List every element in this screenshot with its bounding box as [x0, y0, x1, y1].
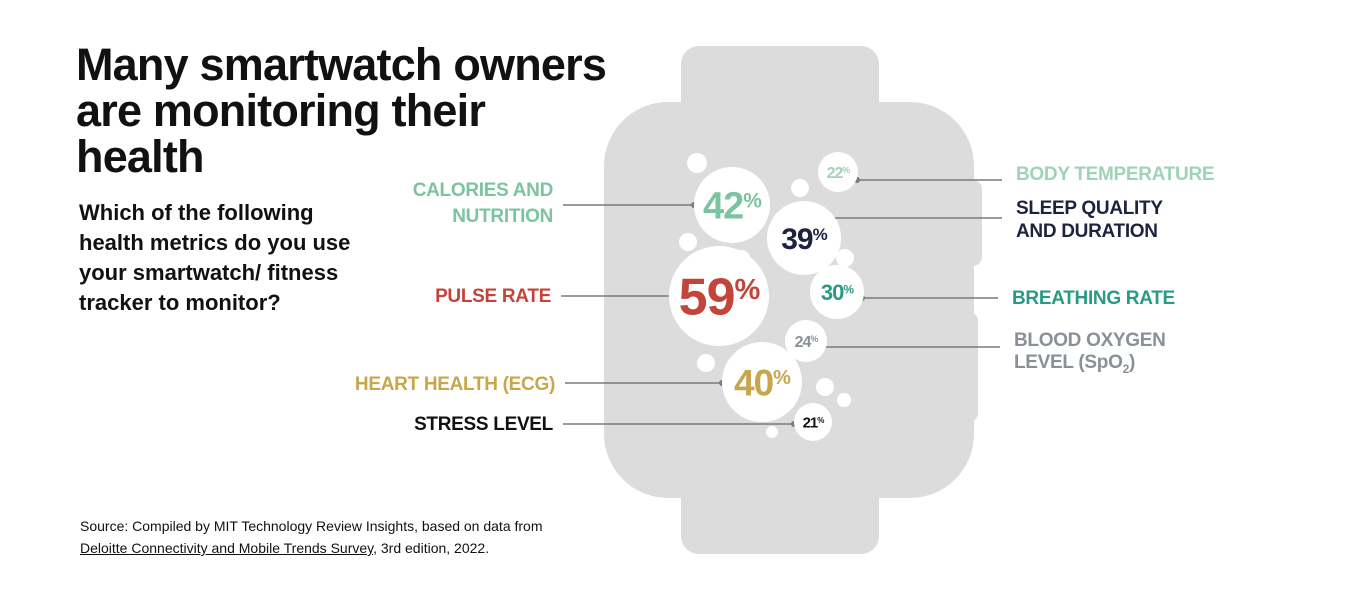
metric-label: STRESS LEVEL	[414, 414, 554, 435]
decorative-dot	[687, 153, 707, 173]
source-link[interactable]: Deloitte Connectivity and Mobile Trends …	[80, 540, 374, 556]
decorative-dot	[837, 393, 851, 407]
watch-illustration	[604, 46, 982, 554]
survey-question: Which of the following health metrics do…	[79, 200, 351, 315]
metric-label: BLOOD OXYGEN	[1014, 330, 1166, 351]
decorative-dot	[697, 354, 715, 372]
metric-labels: CALORIES AND NUTRITION PULSE RATE HEART HEA…	[355, 164, 1215, 435]
bubbles: 42% 59% 40% 21% 22% 39% 30% 24%	[669, 152, 864, 441]
bubble-value: 30%	[821, 280, 854, 305]
metric-label: LEVEL (SpO2)	[1014, 352, 1135, 376]
bubble	[694, 167, 770, 243]
leader-lines	[561, 177, 1002, 427]
decorative-dot	[791, 179, 809, 197]
bubble-value: 21%	[803, 414, 825, 431]
metric-label: CALORIES AND	[413, 180, 553, 201]
bubble	[810, 265, 864, 319]
bubble	[785, 320, 827, 362]
bubble-value: 24%	[795, 334, 819, 351]
bubble-value: 40%	[734, 362, 791, 403]
metric-label: SLEEP QUALITY	[1016, 198, 1163, 219]
decorative-dot	[816, 378, 834, 396]
bubble	[722, 342, 802, 422]
bubble-value: 59%	[679, 269, 761, 327]
bubble	[669, 246, 769, 346]
bubble	[794, 403, 832, 441]
watch-body	[604, 102, 974, 498]
metric-label: BODY TEMPERATURE	[1016, 164, 1214, 185]
decorative-dot	[766, 426, 778, 438]
bubble	[767, 201, 841, 275]
decorative-dot	[679, 233, 697, 251]
bubble-value: 22%	[827, 165, 851, 182]
bubble	[818, 152, 858, 192]
decorative-dot	[836, 249, 854, 267]
bubble-value: 42%	[703, 186, 762, 228]
metric-label: AND DURATION	[1016, 221, 1158, 242]
watch-band-top	[681, 46, 879, 120]
metric-label: PULSE RATE	[435, 286, 551, 307]
bubble-value: 39%	[781, 223, 827, 256]
metric-label: BREATHING RATE	[1012, 288, 1175, 309]
metric-label: HEART HEALTH (ECG)	[355, 374, 555, 395]
chart-title: Many smartwatch owners are monitoring th…	[76, 39, 607, 182]
source-prefix: Source: Compiled by MIT Technology Revie…	[80, 518, 543, 534]
source-suffix: , 3rd edition, 2022.	[373, 540, 490, 556]
source-note: Source: Compiled by MIT Technology Revie…	[80, 515, 640, 559]
metric-label: NUTRITION	[452, 206, 553, 227]
